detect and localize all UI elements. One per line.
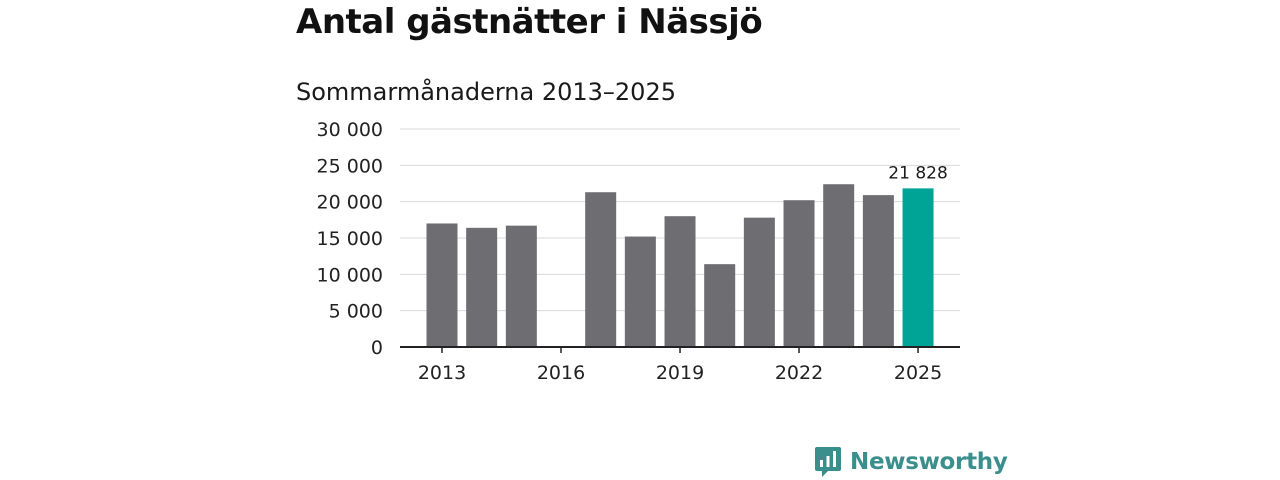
- y-tick-label: 30 000: [317, 119, 383, 141]
- y-axis-ticks: 0 5 000 10 000 15 000 20 000 25 000 30 000: [317, 119, 383, 359]
- bar-2017: [585, 192, 617, 347]
- bar-2018: [624, 236, 656, 347]
- data-label: 21 828: [888, 163, 947, 183]
- y-tick-label: 5 000: [329, 301, 383, 323]
- y-tick-label: 20 000: [317, 192, 383, 214]
- bar-2015: [505, 225, 537, 347]
- chart-title: Antal gästnätter i Nässjö: [296, 2, 763, 42]
- bar-2024: [862, 195, 894, 347]
- x-axis-ticks: 2013 2016 2019 2022 2025: [418, 347, 942, 384]
- y-tick-label: 25 000: [317, 155, 383, 177]
- x-tick-label: 2022: [775, 362, 823, 384]
- y-tick-label: 0: [371, 337, 383, 359]
- bar-2021: [743, 217, 775, 347]
- data-labels: 21 828: [888, 163, 947, 183]
- bar-2025: [902, 188, 934, 347]
- x-tick-label: 2013: [418, 362, 466, 384]
- x-tick-label: 2019: [656, 362, 704, 384]
- bar-2022: [783, 200, 815, 347]
- bar-2020: [704, 264, 736, 347]
- brand-logo: Newsworthy: [814, 445, 1008, 479]
- bar-chart: 0 5 000 10 000 15 000 20 000 25 000 30 000 21 …: [317, 119, 960, 384]
- bars: [426, 184, 934, 347]
- y-tick-label: 10 000: [317, 264, 383, 286]
- chart-subtitle: Sommarmånaderna 2013–2025: [296, 78, 676, 106]
- brand-name: Newsworthy: [850, 449, 1008, 475]
- bar-2013: [426, 223, 458, 347]
- bar-2023: [823, 184, 855, 347]
- y-tick-label: 15 000: [317, 228, 383, 250]
- x-tick-label: 2025: [894, 362, 942, 384]
- x-tick-label: 2016: [537, 362, 585, 384]
- bar-2014: [466, 227, 498, 347]
- newsworthy-logo-icon: [815, 447, 841, 477]
- bar-2019: [664, 216, 696, 347]
